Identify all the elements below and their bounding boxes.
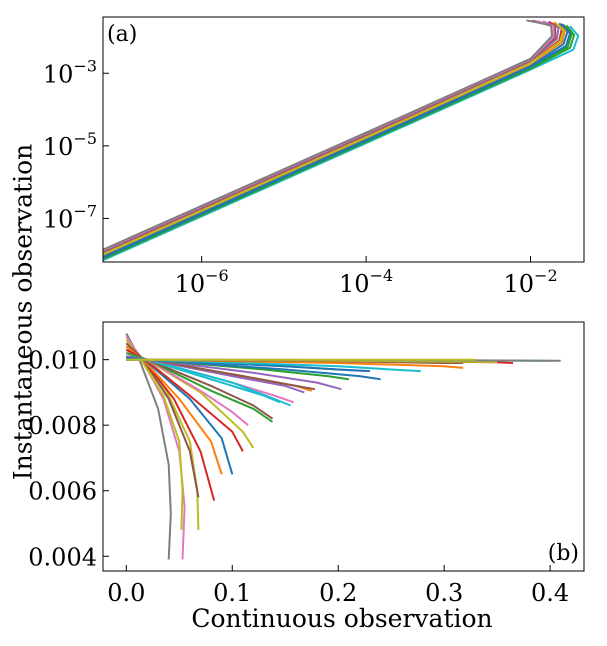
panel-b-x-tick-label: 0.1: [213, 579, 251, 607]
panel-a-series: [103, 19, 580, 262]
panel-b-x-tick-label: 0.3: [425, 579, 463, 607]
panel-b-y-tick-label: 0.008: [28, 412, 97, 440]
panel-b-label: (b): [548, 541, 579, 566]
panel-b-frame: [102, 321, 585, 572]
panel-a: 10−6 10−4 10−2 10−7 10−5 10−3 (a): [43, 16, 585, 298]
panel-a-x-tick-label: 10−4: [339, 266, 393, 298]
x-axis-label: Continuous observation: [191, 604, 492, 633]
panel-a-y-tick-label: 10−5: [43, 129, 97, 161]
panel-a-y-tick-label: 10−3: [43, 56, 97, 88]
panel-b: 0.0 0.1 0.2 0.3 0.4 0.004 0.006 0.008 0.010 (b): [28, 321, 585, 607]
panel-a-x-tick-label: 10−2: [503, 266, 557, 298]
panel-a-series-line: [103, 22, 565, 256]
panel-a-frame: [102, 16, 585, 263]
panel-a-y-tick-label: 10−7: [43, 201, 97, 233]
panel-b-y-tick-label: 0.006: [28, 478, 97, 506]
panel-a-series-line: [103, 23, 571, 259]
panel-b-series: [125, 333, 561, 560]
panel-a-x-tick-label: 10−6: [175, 266, 229, 298]
panel-a-ticks: 10−6 10−4 10−2 10−7 10−5 10−3: [43, 56, 558, 298]
panel-a-series-line: [103, 25, 580, 262]
panel-b-x-tick-label: 0.4: [531, 579, 569, 607]
panel-a-label: (a): [107, 22, 137, 47]
panel-a-series-line: [103, 19, 557, 253]
panel-b-x-tick-label: 0.0: [107, 579, 145, 607]
panel-a-series-line: [103, 20, 560, 253]
panel-b-y-tick-label: 0.010: [28, 347, 97, 375]
panel-a-series-line: [103, 20, 555, 252]
panel-b-series-line: [125, 342, 200, 498]
panel-a-series-line: [103, 24, 576, 261]
y-axis-label: Instantaneous observation: [9, 144, 38, 481]
panel-b-x-tick-label: 0.2: [319, 579, 357, 607]
panel-b-y-tick-label: 0.004: [28, 543, 97, 571]
panel-b-ticks: 0.0 0.1 0.2 0.3 0.4 0.004 0.006 0.008 0.010: [28, 347, 569, 607]
panel-a-series-line: [103, 19, 553, 251]
